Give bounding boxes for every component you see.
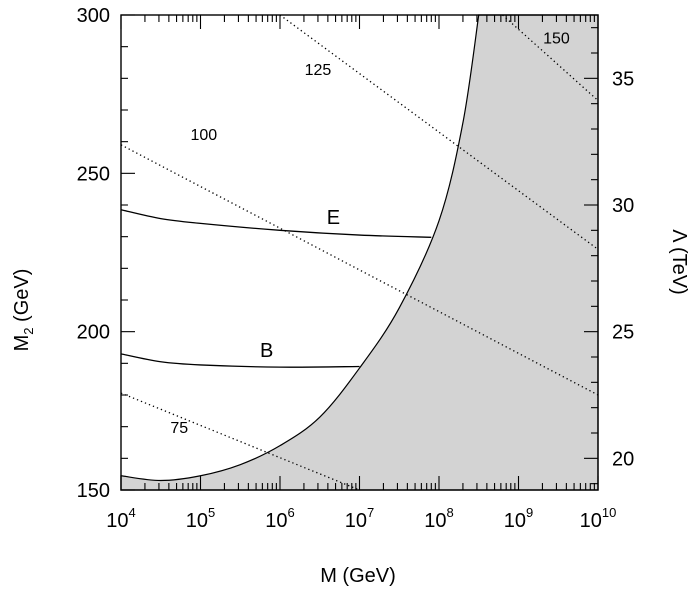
y-right-tick-label: 30 [612, 195, 634, 217]
y-axis-left-title-sub: 2 [21, 328, 36, 335]
curve-label-75: 75 [170, 420, 188, 437]
x-tick-label-base: 10 [106, 510, 128, 532]
curve-E [120, 209, 432, 238]
x-tick-label-base: 10 [265, 510, 287, 532]
curve-label-150: 150 [543, 31, 570, 48]
y-left-tick-label: 200 [77, 322, 110, 344]
series-layer: E B 75 100 125 150 [120, 14, 599, 491]
excluded-region [120, 14, 599, 491]
curve-B [120, 353, 360, 368]
y-axis-left-title: M2 (GeV) [11, 269, 36, 352]
x-tick-label: 104 [106, 505, 135, 532]
x-tick-label-base: 10 [424, 510, 446, 532]
x-tick-label: 109 [504, 505, 533, 532]
x-tick-label-exp: 4 [129, 505, 136, 520]
x-tick-label: 106 [265, 505, 294, 532]
x-tick-label-base: 10 [345, 510, 367, 532]
x-tick-label-base: 10 [580, 510, 602, 532]
x-tick-label-base: 10 [186, 510, 208, 532]
curve-label-125: 125 [305, 62, 332, 79]
x-tick-label-exp: 8 [447, 505, 454, 520]
tick-marks [120, 14, 599, 491]
y-right-tick-label: 35 [612, 68, 634, 90]
curve-label-B: B [260, 340, 273, 362]
x-tick-label-exp: 6 [288, 505, 295, 520]
x-tick-label-exp: 9 [526, 505, 533, 520]
x-tick-label-exp: 5 [208, 505, 215, 520]
y-axis-left-title-rest: (GeV) [11, 269, 33, 328]
x-tick-label-base: 10 [504, 510, 526, 532]
y-left-tick-label: 300 [77, 5, 110, 27]
x-tick-label: 108 [424, 505, 453, 532]
y-axis-right-title: Λ (TeV) [668, 229, 690, 295]
x-tick-label: 107 [345, 505, 374, 532]
y-axis-left-title-main: M [11, 335, 33, 352]
x-tick-label-exp: 10 [602, 505, 616, 520]
y-right-tick-label: 20 [612, 448, 634, 470]
y-left-tick-label: 150 [77, 480, 110, 502]
curve-label-E: E [327, 207, 340, 229]
x-tick-label-exp: 7 [367, 505, 374, 520]
curve-label-100: 100 [190, 127, 217, 144]
x-tick-label: 1010 [580, 505, 617, 532]
y-left-tick-label: 250 [77, 163, 110, 185]
y-right-tick-label: 25 [612, 322, 634, 344]
x-axis-title: M (GeV) [320, 565, 396, 587]
tick-labels: 104 105 106 107 108 109 1010150200250300202530… [77, 5, 635, 532]
x-tick-label: 105 [186, 505, 215, 532]
